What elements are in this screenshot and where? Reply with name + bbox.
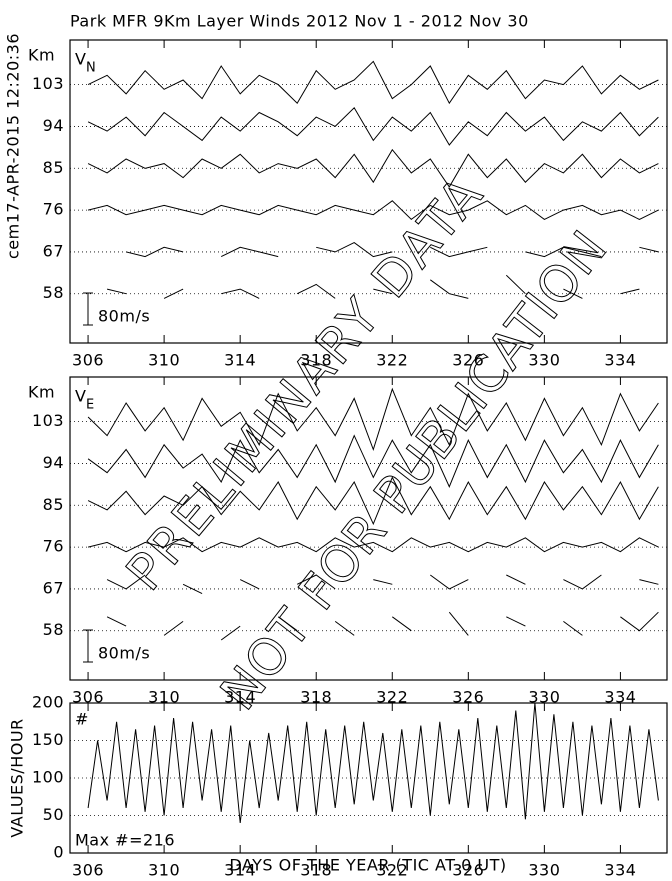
y-tick-label: 200 xyxy=(32,693,64,712)
x-tick-label: 310 xyxy=(148,688,180,707)
trace xyxy=(87,148,659,188)
x-tick-label: 334 xyxy=(604,351,636,370)
y-tick-label: 85 xyxy=(43,495,64,514)
x-tick-label: 306 xyxy=(72,861,104,878)
watermark: PRELIMINARY DATA xyxy=(115,166,494,602)
x-tick-label: 306 xyxy=(72,688,104,707)
frame xyxy=(69,376,668,681)
panel-annotation: Max #=216 xyxy=(75,831,175,850)
y-tick-label: 76 xyxy=(43,200,64,219)
x-tick-label: 322 xyxy=(376,351,408,370)
panel-subscript: E xyxy=(86,398,95,413)
trace xyxy=(125,242,659,258)
trace xyxy=(106,611,659,641)
y-tick-label: 67 xyxy=(43,578,64,597)
x-tick-label: 322 xyxy=(376,688,408,707)
y-tick-label: 94 xyxy=(43,453,64,472)
y-tick-label: 50 xyxy=(43,805,64,824)
timestamp: cem17-APR-2015 12:20:36 xyxy=(4,33,23,259)
y-tick-label: 0 xyxy=(53,843,64,862)
trace xyxy=(87,537,659,553)
y-tick-label: 67 xyxy=(43,241,64,260)
y-tick-label: 100 xyxy=(32,768,64,787)
y-tick-label: 85 xyxy=(43,158,64,177)
frame xyxy=(69,39,668,344)
x-tick-label: 326 xyxy=(452,688,484,707)
scale-label: 80m/s xyxy=(98,644,150,663)
x-tick-label: 334 xyxy=(604,688,636,707)
x-tick-label: 306 xyxy=(72,351,104,370)
y-tick-label: 150 xyxy=(32,730,64,749)
y-tick-label: 94 xyxy=(43,116,64,135)
chart-title: Park MFR 9Km Layer Winds 2012 Nov 1 - 20… xyxy=(70,12,529,31)
x-tick-label: 310 xyxy=(148,861,180,878)
axis-unit: Km xyxy=(28,46,55,65)
x-tick-label: 318 xyxy=(300,351,332,370)
trace xyxy=(87,200,659,221)
axis-unit: Km xyxy=(28,383,55,402)
x-tick-label: 318 xyxy=(300,861,332,878)
y-tick-label: 76 xyxy=(43,537,64,556)
trace xyxy=(87,476,659,526)
x-axis-label: DAYS OF THE YEAR (TIC AT 0 UT) xyxy=(229,856,506,875)
panel-label: V xyxy=(75,387,86,406)
panel-label: V xyxy=(75,50,86,69)
x-tick-label: 314 xyxy=(224,351,256,370)
trace xyxy=(87,702,659,824)
y-tick-label: 103 xyxy=(32,74,64,93)
x-tick-label: 314 xyxy=(224,688,256,707)
x-tick-label: 334 xyxy=(604,861,636,878)
x-tick-label: 330 xyxy=(528,688,560,707)
x-tick-label: 326 xyxy=(452,861,484,878)
trace xyxy=(106,274,640,299)
y-tick-label: 58 xyxy=(43,620,64,639)
y-axis-label: VALUES/HOUR xyxy=(8,718,27,837)
y-tick-label: 58 xyxy=(43,283,64,302)
trace xyxy=(87,60,659,105)
y-tick-label: 103 xyxy=(32,411,64,430)
frame xyxy=(69,702,668,854)
trace xyxy=(87,387,659,452)
x-tick-label: 330 xyxy=(528,861,560,878)
trace xyxy=(87,434,659,488)
x-tick-label: 330 xyxy=(528,351,560,370)
x-tick-label: 310 xyxy=(148,351,180,370)
x-tick-label: 322 xyxy=(376,861,408,878)
x-tick-label: 318 xyxy=(300,688,332,707)
panel-subscript: N xyxy=(86,61,96,76)
scale-label: 80m/s xyxy=(98,307,150,326)
trace xyxy=(106,574,659,595)
trace xyxy=(87,106,659,146)
x-tick-label: 314 xyxy=(224,861,256,878)
x-tick-label: 326 xyxy=(452,351,484,370)
panel-label: # xyxy=(75,710,89,729)
